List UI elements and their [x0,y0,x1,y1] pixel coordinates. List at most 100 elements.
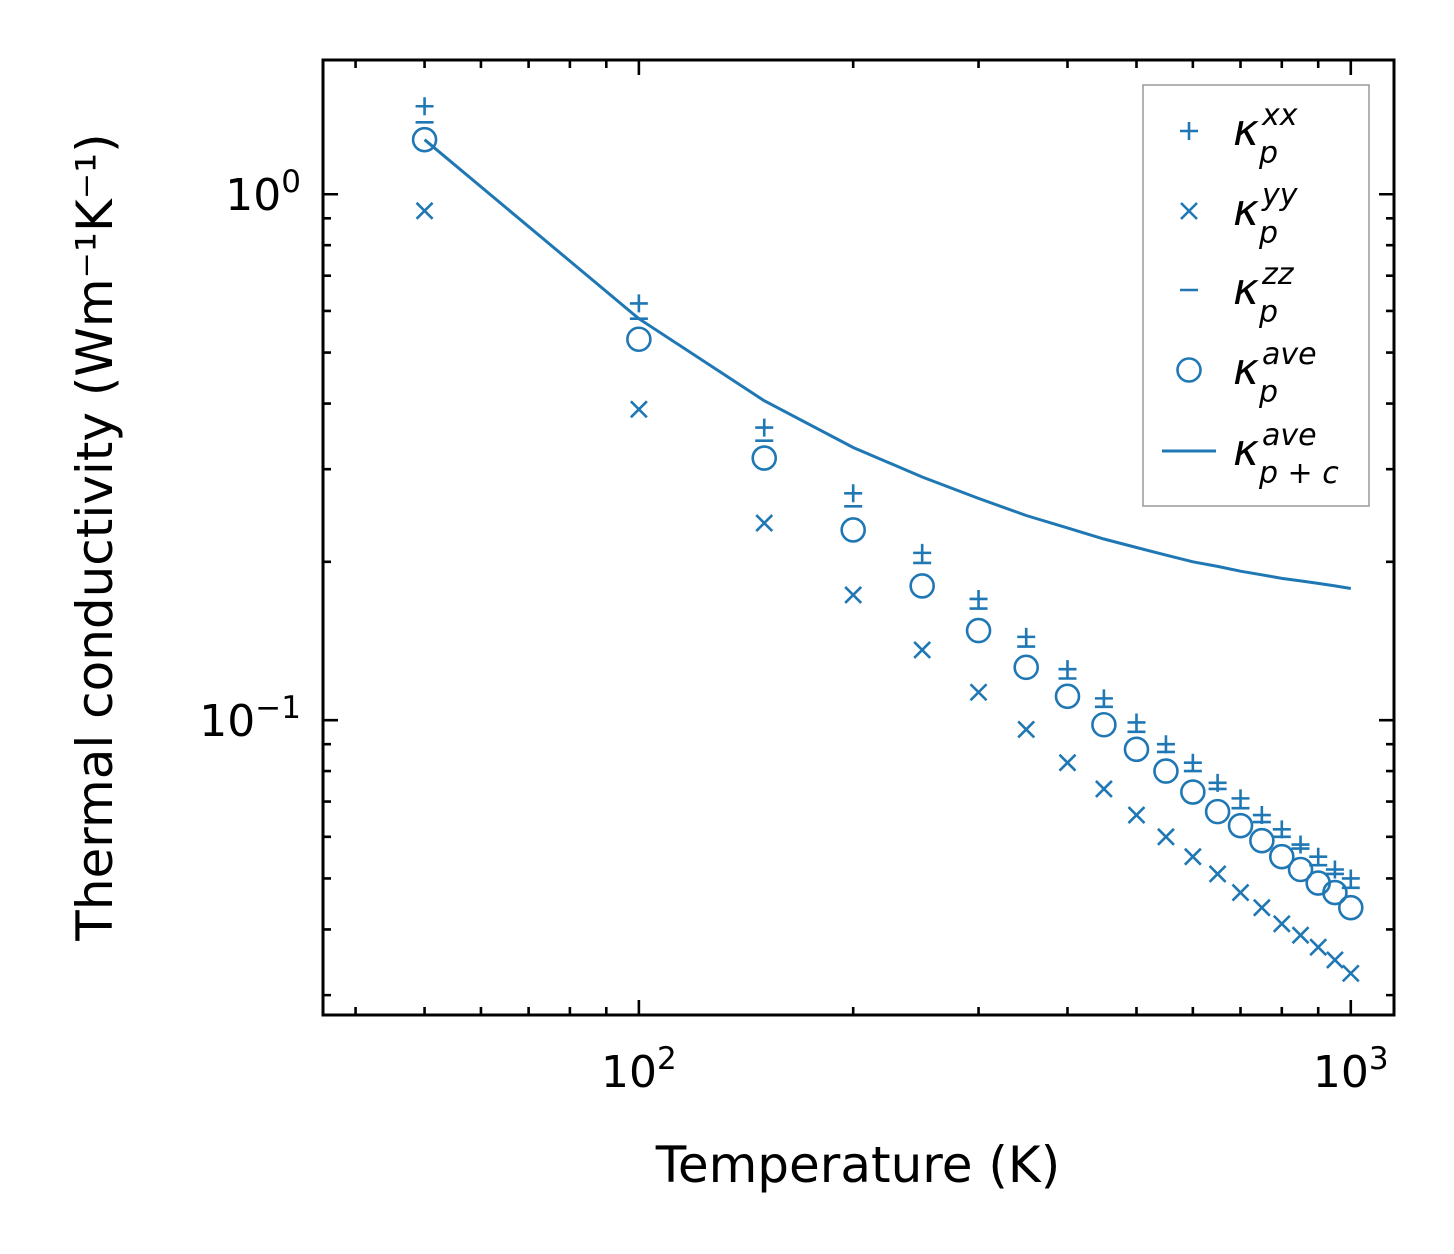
data-point-xx-p [415,97,434,116]
data-point-xx-p [1341,869,1360,888]
data-point-yy-p [1058,753,1077,772]
data-point-xx-p [1272,820,1291,839]
legend-superscript: ave [1262,418,1317,453]
data-point-xx-p [755,418,774,437]
legend-box [1142,84,1370,507]
data-point-yy-p [1326,951,1344,969]
data-point-xx-p [1094,689,1113,708]
data-point-ave-p [626,326,652,353]
x-tick-label-exp: 3 [1369,1041,1389,1077]
legend-symbol: κ [1233,185,1259,236]
data-point-ave-p [1268,843,1295,870]
legend-superscript: ave [1262,337,1317,372]
plot-area [411,97,1364,983]
data-point-ave-p [1091,711,1117,738]
data-point-yy-p [1309,938,1328,957]
data-point-xx-p [629,294,648,313]
data-point-ave-p [1337,894,1364,921]
data-point-yy-p [1291,926,1310,945]
data-point-ave-p [1013,654,1040,681]
data-point-yy-p [1094,779,1113,798]
data-point-yy-p [1341,964,1360,983]
legend-label-zz-p: κp [1233,264,1278,330]
data-point-xx-p [1058,660,1077,679]
data-point-yy-p [1183,847,1202,866]
plot-frame [321,58,1396,1017]
data-point-xx-p [1183,753,1202,772]
data-point-ave-p [1204,798,1231,825]
legend-label-ave-p-c: κp + c [1233,425,1339,491]
data-point-yy-p [1272,914,1291,933]
legend-symbol: κ [1233,264,1259,315]
series-line-ave-p-c [423,138,1352,590]
x-axis-title: Temperature (K) [655,1136,1060,1194]
y-axis-title: Thermal conductivity (Wm⁻¹K⁻¹) [66,133,124,941]
data-point-xx-p [1309,847,1328,866]
legend-subscript: p [1258,295,1278,330]
data-point-ave-p [1287,856,1314,883]
data-point-yy-p [629,400,648,419]
legend-symbol: κ [1233,425,1259,476]
legend-label-ave-p: κp [1233,344,1278,410]
data-point-ave-p [1123,736,1150,763]
legend-subscript: p [1258,375,1278,410]
legend-subscript: p + c [1258,456,1339,491]
data-point-xx-p [913,543,932,562]
legend-subscript: p [1258,136,1278,171]
legend-marker-xx-p [1180,122,1198,140]
data-point-ave-p [1227,812,1254,839]
data-point-ave-p [1305,870,1332,896]
data-point-yy-p [913,640,932,659]
series-zz-p [415,121,1360,890]
data-point-yy-p [844,586,863,604]
data-point-yy-p [755,514,774,532]
x-tick-label: 102 [601,1041,677,1098]
data-point-xx-p [1325,860,1344,879]
y-tick-label: 100 [225,164,301,221]
data-point-xx-p [1156,735,1175,754]
data-point-xx-p [969,589,988,608]
data-point-xx-p [1127,713,1146,732]
series-ave-p-c [423,138,1352,590]
data-point-ave-p [909,573,935,599]
legend-label-yy-p: κp [1233,185,1278,251]
y-tick-label-base: 10 [225,170,281,221]
y-tick-label-base: 10 [199,696,255,747]
data-point-yy-p [415,201,434,220]
data-point-ave-p [1153,758,1179,784]
x-tick-label: 103 [1313,1041,1389,1098]
series-xx-p [415,97,1360,888]
legend-superscript: xx [1261,98,1298,133]
y-tick-label-exp: −1 [255,690,301,726]
legend-superscript: zz [1261,257,1295,292]
data-point-ave-p [1180,779,1206,805]
data-point-yy-p [1208,865,1227,883]
data-point-ave-p [1249,827,1275,854]
legend-marker-yy-p [1180,202,1198,220]
legend-symbol: κ [1233,344,1259,395]
data-point-ave-p [751,445,778,471]
data-point-yy-p [1252,898,1271,917]
y-tick-label-exp: 0 [281,164,301,200]
data-point-xx-p [1291,835,1310,854]
data-point-ave-p [840,517,866,543]
series-ave-p [411,126,1364,921]
x-tick-label-exp: 2 [657,1041,677,1077]
series-yy-p [415,201,1360,983]
data-point-xx-p [1231,789,1250,808]
data-point-yy-p [1017,720,1036,739]
legend-subscript: p [1258,216,1278,251]
legend-superscript: yy [1261,178,1299,213]
x-tick-label-base: 10 [601,1047,657,1098]
y-tick-label: 10−1 [199,690,301,747]
data-point-ave-p [965,617,992,644]
data-point-xx-p [844,484,863,503]
data-point-xx-p [1017,627,1036,646]
data-point-ave-p [411,126,438,153]
data-point-ave-p [1322,879,1348,906]
legend-symbol: κ [1233,105,1259,156]
legend-marker-ave-p [1176,357,1202,383]
